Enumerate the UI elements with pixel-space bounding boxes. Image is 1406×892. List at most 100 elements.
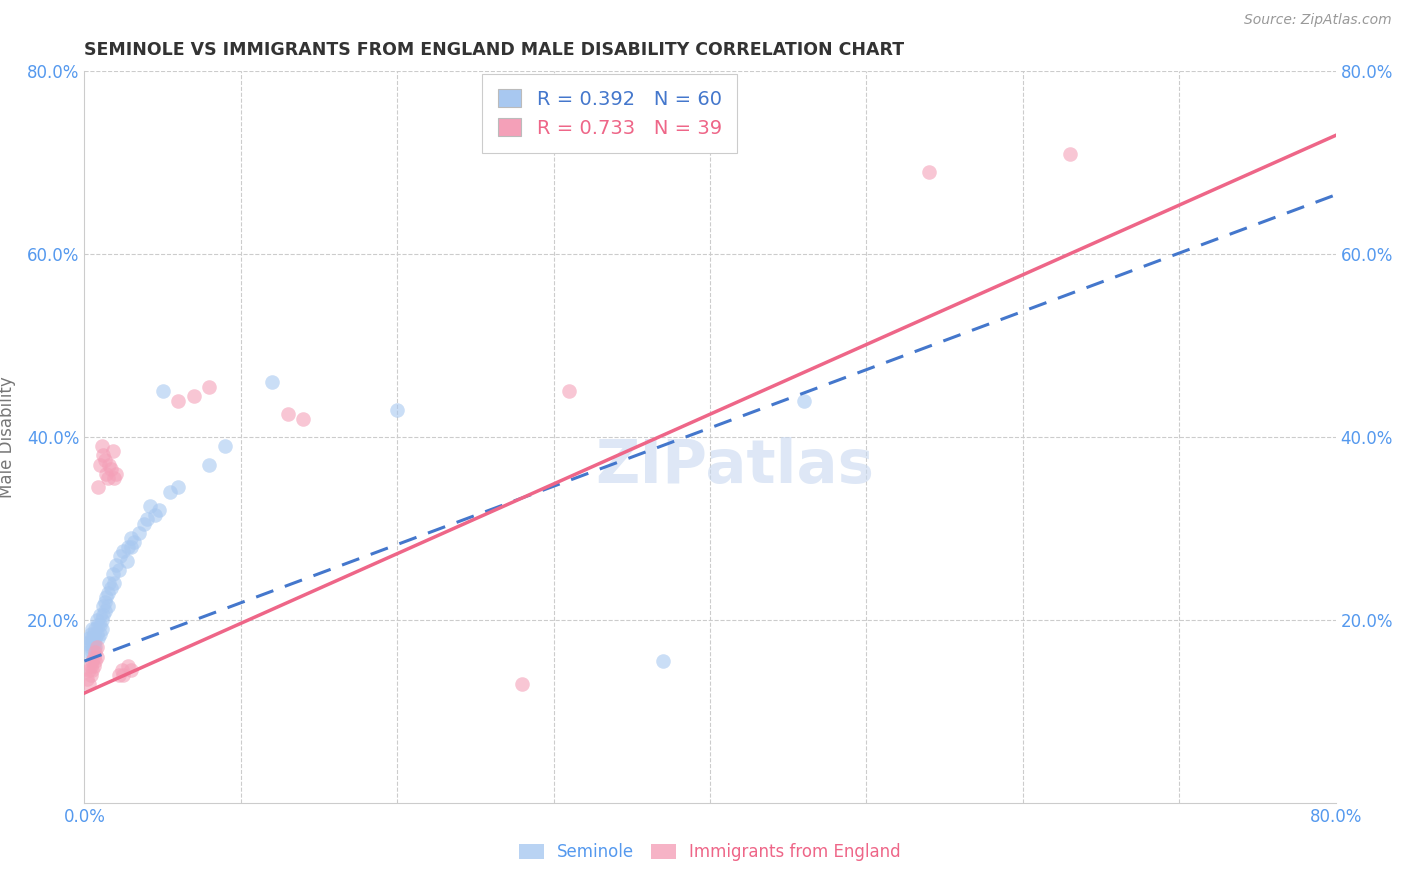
Point: [117, 658, 139, 673]
Point: [77, 663, 100, 677]
Point: [79, 626, 101, 640]
Point: [82, 663, 104, 677]
Point: [84, 640, 107, 655]
Point: [90, 622, 112, 636]
Point: [82, 632, 104, 646]
Point: [79, 667, 101, 681]
Point: [159, 485, 181, 500]
Point: [83, 640, 105, 655]
Point: [148, 503, 170, 517]
Point: [167, 393, 190, 408]
Point: [77, 632, 100, 646]
Text: Source: ZipAtlas.com: Source: ZipAtlas.com: [1244, 13, 1392, 28]
Point: [793, 393, 815, 408]
Point: [86, 649, 108, 664]
Legend: Seminole, Immigrants from England: Seminole, Immigrants from England: [512, 837, 908, 868]
Point: [91, 608, 114, 623]
Point: [77, 645, 100, 659]
Point: [512, 677, 534, 691]
Point: [86, 613, 108, 627]
Y-axis label: Male Disability: Male Disability: [0, 376, 15, 498]
Point: [120, 663, 142, 677]
Point: [98, 576, 121, 591]
Point: [76, 673, 98, 687]
Point: [79, 640, 101, 655]
Point: [83, 658, 105, 673]
Point: [167, 480, 190, 494]
Point: [111, 663, 134, 677]
Point: [1059, 146, 1081, 161]
Point: [96, 467, 118, 481]
Point: [103, 576, 125, 591]
Point: [385, 402, 409, 417]
Point: [89, 617, 111, 632]
Point: [84, 654, 107, 668]
Point: [124, 535, 146, 549]
Point: [82, 622, 104, 636]
Point: [90, 439, 112, 453]
Point: [87, 617, 110, 632]
Point: [93, 453, 115, 467]
Point: [86, 640, 108, 655]
Point: [76, 636, 98, 650]
Point: [83, 626, 105, 640]
Point: [82, 636, 104, 650]
Point: [120, 540, 142, 554]
Point: [89, 626, 111, 640]
Point: [103, 471, 125, 485]
Point: [89, 458, 111, 472]
Point: [139, 499, 162, 513]
Point: [128, 526, 150, 541]
Point: [100, 462, 122, 476]
Point: [110, 549, 132, 563]
Point: [117, 540, 139, 554]
Point: [93, 594, 115, 608]
Point: [93, 604, 115, 618]
Point: [262, 375, 284, 389]
Point: [652, 654, 675, 668]
Point: [277, 407, 299, 421]
Text: ZIPatlas: ZIPatlas: [596, 437, 875, 496]
Point: [132, 516, 155, 531]
Point: [136, 512, 159, 526]
Point: [79, 636, 101, 650]
Point: [91, 599, 114, 614]
Point: [97, 599, 120, 614]
Point: [198, 380, 221, 394]
Point: [918, 165, 941, 179]
Point: [101, 567, 124, 582]
Point: [98, 458, 121, 472]
Point: [82, 654, 104, 668]
Point: [104, 558, 127, 573]
Point: [83, 636, 105, 650]
Point: [91, 448, 114, 462]
Point: [115, 553, 138, 567]
Point: [183, 389, 205, 403]
Point: [107, 667, 129, 681]
Point: [214, 439, 236, 453]
Point: [84, 622, 107, 636]
Point: [101, 443, 124, 458]
Point: [90, 613, 112, 627]
Point: [558, 384, 581, 399]
Point: [120, 531, 142, 545]
Point: [96, 590, 118, 604]
Point: [89, 608, 111, 623]
Point: [83, 649, 105, 664]
Point: [112, 544, 135, 558]
Point: [292, 412, 315, 426]
Point: [84, 632, 107, 646]
Point: [152, 384, 174, 399]
Point: [87, 480, 110, 494]
Point: [77, 677, 100, 691]
Point: [198, 458, 221, 472]
Point: [100, 581, 122, 595]
Point: [86, 626, 108, 640]
Point: [87, 632, 110, 646]
Point: [143, 508, 166, 522]
Point: [112, 667, 135, 681]
Point: [97, 585, 120, 599]
Point: [107, 563, 129, 577]
Point: [79, 658, 101, 673]
Point: [97, 471, 120, 485]
